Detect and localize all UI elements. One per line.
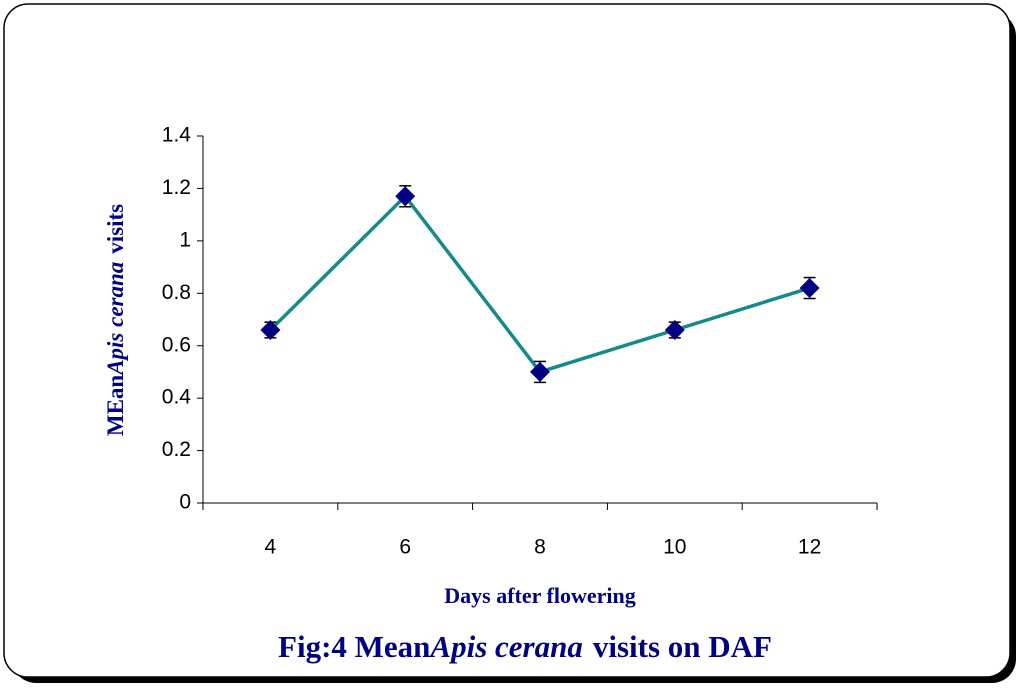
marker bbox=[260, 319, 281, 340]
y-tick-label: 0.8 bbox=[162, 281, 191, 304]
y-axis-label: MEanApis cerana visits bbox=[103, 204, 128, 436]
x-axis-label: Days after flowering bbox=[444, 583, 635, 608]
y-tick-label: 0.4 bbox=[162, 386, 192, 409]
marker bbox=[395, 186, 416, 207]
plot: 0 0.2 0.4 0.6 0.8 1 1.2 1.4 4 6 8 10 12 bbox=[162, 124, 878, 559]
y-tick-label: 1.4 bbox=[162, 124, 192, 147]
marker bbox=[664, 319, 685, 340]
y-tick-label: 0.6 bbox=[162, 333, 191, 356]
y-label-part: visits bbox=[103, 204, 128, 254]
frame bbox=[3, 3, 1011, 678]
y-tick-label: 0 bbox=[179, 491, 191, 514]
y-tick-label: 1.2 bbox=[162, 176, 191, 199]
x-tick-label: 4 bbox=[265, 536, 277, 559]
title-part: Apis cerana bbox=[428, 629, 582, 664]
y-tick-label: 0.2 bbox=[162, 438, 191, 461]
x-tick-label: 8 bbox=[534, 536, 546, 559]
y-tick-label: 1 bbox=[179, 228, 191, 251]
chart-title: Fig:4 MeanApis cerana visits on DAF bbox=[278, 629, 772, 664]
title-part: Fig:4 Mean bbox=[278, 629, 430, 664]
x-tick-label: 10 bbox=[663, 536, 686, 559]
y-label-part: Apis cerana bbox=[103, 262, 128, 377]
x-tick-label: 6 bbox=[399, 536, 411, 559]
y-label-part: MEan bbox=[103, 375, 128, 437]
marker bbox=[799, 278, 820, 299]
title-part: visits on DAF bbox=[593, 629, 772, 664]
marker bbox=[530, 361, 550, 382]
x-tick-label: 12 bbox=[798, 536, 821, 559]
